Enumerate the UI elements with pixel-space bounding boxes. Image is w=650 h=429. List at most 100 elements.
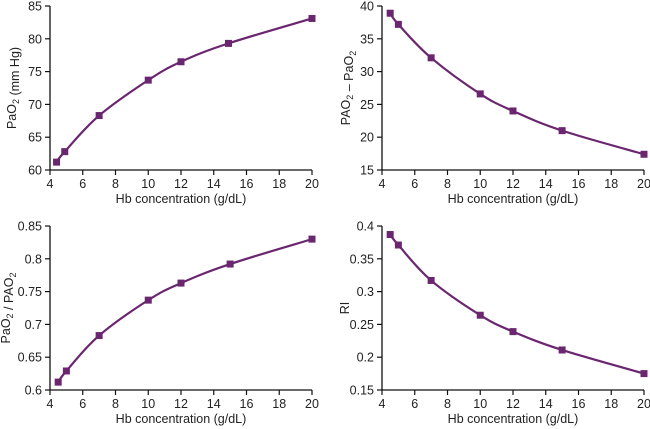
x-tick-label: 8 <box>112 397 119 411</box>
y-tick-label: 0.7 <box>25 318 42 332</box>
x-tick-label: 14 <box>207 177 221 191</box>
y-tick-label: 40 <box>360 0 374 14</box>
data-point-marker <box>427 54 435 62</box>
data-point-marker <box>386 9 394 17</box>
data-point-marker <box>509 107 517 115</box>
x-tick-label: 10 <box>141 177 155 191</box>
y-tick-label: 0.4 <box>357 220 374 234</box>
y-tick-label: 0.2 <box>357 351 374 365</box>
x-tick-label: 18 <box>604 177 618 191</box>
data-point-marker <box>61 148 69 156</box>
data-point-marker <box>177 279 185 287</box>
series-line <box>389 233 646 375</box>
x-tick-label: 18 <box>604 397 618 411</box>
x-tick-label: 4 <box>379 397 386 411</box>
data-point-marker <box>308 235 316 243</box>
data-point-marker <box>558 346 566 354</box>
x-tick-label: 6 <box>411 177 418 191</box>
x-tick-label: 18 <box>272 397 286 411</box>
x-tick-label: 8 <box>444 397 451 411</box>
x-tick-label: 16 <box>240 177 254 191</box>
x-tick-label: 20 <box>637 177 650 191</box>
data-point-marker <box>144 296 152 304</box>
y-tick-label: 60 <box>28 164 42 178</box>
series-line <box>57 238 314 384</box>
data-point-marker <box>308 14 316 22</box>
y-tick-label: 35 <box>360 32 374 46</box>
data-point-marker <box>509 328 517 336</box>
x-tick-label: 12 <box>506 177 520 191</box>
x-tick-label: 20 <box>305 397 319 411</box>
x-tick-label: 10 <box>141 397 155 411</box>
y-tick-label: 0.65 <box>18 351 42 365</box>
y-tick-label: 0.6 <box>25 384 42 398</box>
x-tick-label: 16 <box>240 397 254 411</box>
data-point-marker <box>62 367 70 375</box>
y-axis-title: RI <box>338 302 352 315</box>
x-axis-title: Hb concentration (g/dL) <box>448 412 579 426</box>
chart-pao2-pao2-ratio: 0.6 0.65 0.7 0.75 0.8 0.85 4 6 8 10 12 14 16 18 20 Hb c… <box>0 220 319 427</box>
y-tick-label: 0.8 <box>25 252 42 266</box>
x-tick-label: 14 <box>539 397 553 411</box>
x-tick-label: 8 <box>112 177 119 191</box>
x-axis-title: Hb concentration (g/dL) <box>116 192 247 206</box>
data-point-marker <box>558 127 566 135</box>
y-tick-label: 70 <box>28 98 42 112</box>
series-line <box>55 17 314 164</box>
x-axis-title: Hb concentration (g/dL) <box>448 192 579 206</box>
data-point-marker <box>226 260 234 268</box>
y-tick-label: 0.35 <box>350 252 374 266</box>
x-tick-label: 4 <box>47 177 54 191</box>
x-tick-label: 10 <box>473 397 487 411</box>
x-tick-label: 4 <box>379 177 386 191</box>
data-point-marker <box>394 241 402 249</box>
y-axis-title: PAO2 – PaO2 <box>339 51 358 125</box>
x-tick-label: 6 <box>79 397 86 411</box>
y-tick-label: 0.75 <box>18 285 42 299</box>
x-tick-label: 16 <box>572 397 586 411</box>
y-tick-label: 65 <box>28 131 42 145</box>
data-point-marker <box>476 90 484 98</box>
y-tick-label: 0.85 <box>18 220 42 234</box>
chart-pao2: 60 65 70 75 80 85 4 6 8 10 12 14 16 18 20 Hb concentrat… <box>5 0 319 206</box>
x-tick-label: 6 <box>411 397 418 411</box>
data-point-marker <box>427 276 435 284</box>
data-point-marker <box>640 150 648 158</box>
y-tick-label: 75 <box>28 65 42 79</box>
chart-alveolar-arterial-gradient: 15 20 25 30 35 40 4 6 8 10 12 14 16 18 20 Hb concentrat… <box>339 0 650 206</box>
y-tick-label: 15 <box>360 164 374 178</box>
x-tick-label: 8 <box>444 177 451 191</box>
x-tick-label: 4 <box>47 397 54 411</box>
y-axis-title: PaO2 (mm Hg) <box>5 47 22 129</box>
y-tick-label: 85 <box>28 0 42 14</box>
data-point-marker <box>386 231 394 239</box>
data-point-marker <box>144 76 152 84</box>
x-tick-label: 14 <box>207 397 221 411</box>
x-tick-label: 10 <box>473 177 487 191</box>
data-point-marker <box>177 58 185 66</box>
chart-respiratory-index: 0.15 0.2 0.25 0.3 0.35 0.4 4 6 8 10 12 14 16 18 20 Hb c… <box>338 220 650 427</box>
x-tick-label: 12 <box>174 177 188 191</box>
x-tick-label: 12 <box>506 397 520 411</box>
data-point-marker <box>224 39 232 47</box>
x-tick-label: 20 <box>637 397 650 411</box>
y-tick-label: 0.15 <box>350 384 374 398</box>
x-tick-label: 6 <box>79 177 86 191</box>
y-tick-label: 30 <box>360 65 374 79</box>
y-tick-label: 25 <box>360 98 374 112</box>
y-tick-label: 80 <box>28 32 42 46</box>
data-point-marker <box>54 378 62 386</box>
data-point-marker <box>476 311 484 319</box>
data-point-marker <box>394 20 402 28</box>
x-tick-label: 14 <box>539 177 553 191</box>
y-tick-label: 0.3 <box>357 285 374 299</box>
y-axis-title: PaO2 / PAO2 <box>0 273 18 344</box>
x-tick-label: 20 <box>305 177 319 191</box>
x-tick-label: 12 <box>174 397 188 411</box>
data-point-marker <box>640 370 648 378</box>
x-tick-label: 16 <box>572 177 586 191</box>
x-axis-title: Hb concentration (g/dL) <box>116 412 247 426</box>
y-tick-label: 20 <box>360 131 374 145</box>
data-point-marker <box>95 112 103 120</box>
